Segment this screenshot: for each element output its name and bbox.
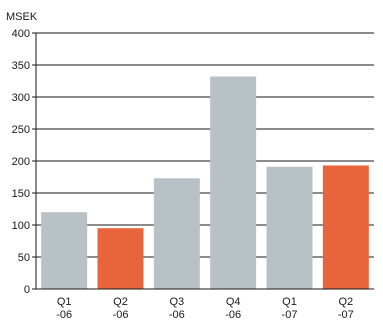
y-tick-label: 400: [12, 28, 30, 40]
x-tick-label-quarter: Q1: [57, 296, 72, 308]
bars: [41, 76, 369, 290]
bar: [210, 76, 257, 290]
y-tick-label: 250: [12, 124, 30, 136]
y-tick-label: 50: [18, 252, 30, 264]
x-tick-label-quarter: Q2: [113, 296, 128, 308]
y-axis-unit-label: MSEK: [6, 11, 38, 23]
y-tick-label: 300: [12, 92, 30, 104]
bar: [97, 228, 144, 289]
x-tick-label-year: -06: [56, 309, 72, 321]
x-tick-label-quarter: Q3: [169, 296, 184, 308]
y-tick-label: 0: [24, 284, 30, 296]
x-tick-label-year: -07: [338, 309, 354, 321]
y-tick-label: 200: [12, 156, 30, 168]
x-tick-label-quarter: Q2: [338, 296, 353, 308]
bar: [266, 166, 313, 289]
x-tick-label-year: -06: [113, 309, 129, 321]
gridlines: [36, 32, 374, 258]
axes: [35, 33, 374, 290]
y-tick-label: 350: [12, 60, 30, 72]
bar: [41, 212, 88, 289]
x-tick-label-year: -07: [282, 309, 298, 321]
x-tick-label-quarter: Q4: [226, 296, 241, 308]
y-tick-label: 100: [12, 220, 30, 232]
bar: [322, 165, 369, 289]
x-tick-label-year: -06: [169, 309, 185, 321]
bar: [153, 178, 200, 289]
x-tick-label-quarter: Q1: [282, 296, 297, 308]
y-tick-label: 150: [12, 188, 30, 200]
y-axis-ticks: 0 50 100 150 200 250 300 350 400: [12, 28, 36, 296]
x-tick-label-year: -06: [225, 309, 241, 321]
